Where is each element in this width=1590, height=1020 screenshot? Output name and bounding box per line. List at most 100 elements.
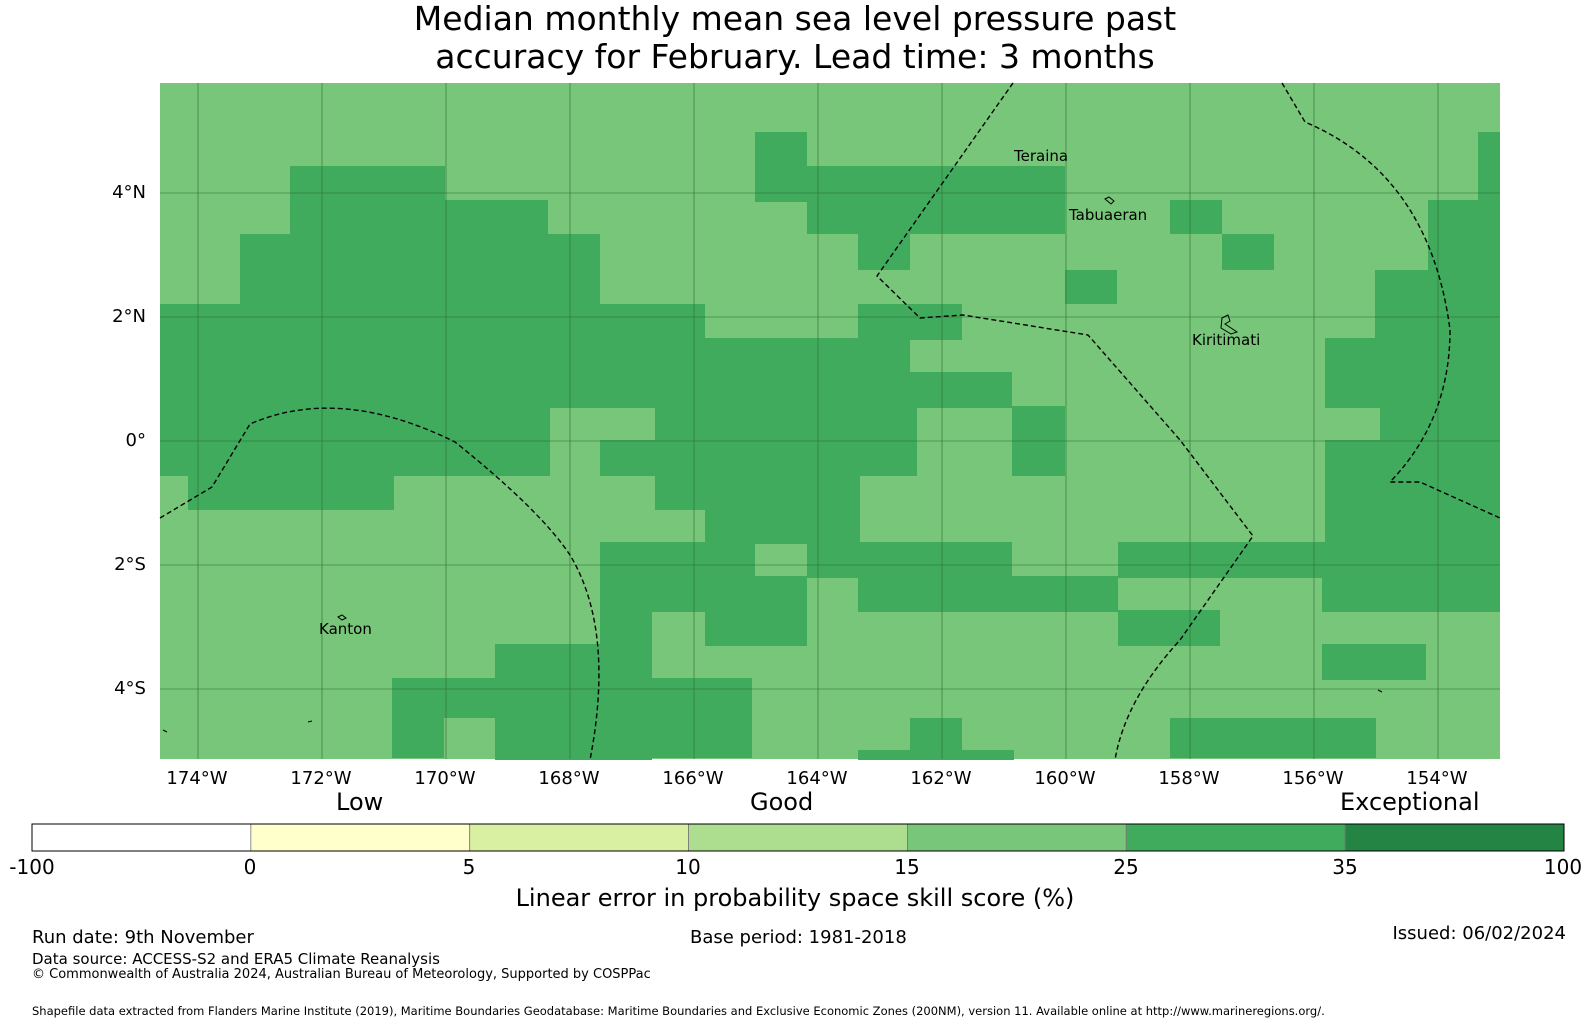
- title-line-2: accuracy for February. Lead time: 3 mont…: [435, 37, 1155, 76]
- base-period: Base period: 1981-2018: [690, 927, 907, 948]
- colorbar-tick: 25: [1113, 855, 1139, 879]
- lon-tick-164w: 164°W: [786, 768, 848, 789]
- colorbar-tick: 0: [243, 855, 257, 879]
- grid-cell-high: [290, 200, 548, 234]
- label-kiritimati: Kiritimati: [1192, 331, 1260, 349]
- grid-cell-high: [807, 200, 1065, 234]
- grid-cell-high: [1222, 234, 1274, 270]
- label-tabuaeran: Tabuaeran: [1068, 206, 1147, 224]
- grid-cell-high: [807, 542, 1012, 578]
- grid-cell-high: [1170, 718, 1376, 758]
- grid-cell-high: [858, 304, 962, 340]
- colorbar-segment: [1344, 823, 1565, 852]
- eez-line-islands-north: [876, 82, 1254, 761]
- grid-cell-high: [705, 508, 860, 544]
- grid-cell-high: [1118, 610, 1220, 646]
- colorbar-segment: [31, 823, 252, 852]
- place-labels: Teraina Tabuaeran Kiritimati Kanton: [319, 147, 1260, 638]
- colorbar-segment: [469, 823, 689, 852]
- lon-tick-162w: 162°W: [910, 768, 972, 789]
- grid-cell-high: [1325, 338, 1500, 408]
- colorbar-tick: -100: [9, 855, 55, 879]
- category-exceptional: Exceptional: [1340, 788, 1480, 816]
- island-kiritimati: [1220, 314, 1239, 335]
- island-small-3: [1377, 689, 1383, 693]
- grid-cell-high: [705, 576, 807, 646]
- run-date: Run date: 9th November: [32, 927, 254, 948]
- colorbar: [31, 823, 1565, 852]
- colorbar-segment: [688, 823, 908, 852]
- lon-tick-154w: 154°W: [1406, 768, 1468, 789]
- grid-cell-high: [910, 372, 1012, 408]
- lat-tick-2n: 2°N: [112, 306, 146, 327]
- grid-cell-high: [655, 474, 860, 510]
- grid-cell-high: [548, 718, 752, 758]
- islands: [162, 196, 1383, 733]
- grid-cell-high: [290, 166, 445, 202]
- colorbar-tick: 100: [1543, 855, 1583, 879]
- grid-cell-high: [160, 304, 705, 340]
- copyright: © Commonwealth of Australia 2024, Austra…: [32, 967, 651, 982]
- lon-tick-168w: 168°W: [538, 768, 600, 789]
- colorbar-frame: [31, 823, 1565, 852]
- label-teraina: Teraina: [1013, 147, 1068, 165]
- colorbar-segment: [907, 823, 1127, 852]
- grid-cell-high: [1170, 200, 1222, 234]
- colorbar-tick: 15: [894, 855, 920, 879]
- grid-cell-high: [1375, 270, 1500, 340]
- grid-cell-high: [600, 440, 912, 476]
- grid-cell-high: [392, 678, 752, 718]
- lon-tick-174w: 174°W: [166, 768, 228, 789]
- lon-tick-172w: 172°W: [290, 768, 352, 789]
- grid-cell-high: [1478, 132, 1500, 202]
- grid-cell-high: [858, 576, 1118, 612]
- grid-cell-high: [160, 338, 910, 408]
- island-small-2: [307, 720, 313, 723]
- lat-tick-2s: 2°S: [114, 554, 146, 575]
- label-kanton: Kanton: [319, 620, 372, 638]
- category-low: Low: [336, 788, 384, 816]
- grid-cell-high: [858, 234, 910, 270]
- lon-tick-158w: 158°W: [1158, 768, 1220, 789]
- lon-tick-156w: 156°W: [1282, 768, 1344, 789]
- lat-tick-4s: 4°S: [114, 678, 146, 699]
- colorbar-tick: 5: [462, 855, 476, 879]
- lat-tick-0: 0°: [125, 430, 146, 451]
- grid-cell-high: [188, 474, 394, 510]
- island-kanton: [337, 614, 347, 621]
- lon-tick-166w: 166°W: [662, 768, 724, 789]
- grid-cell-high: [755, 132, 807, 168]
- grid-cell-high: [1322, 644, 1426, 680]
- colorbar-label: Linear error in probability space skill …: [515, 884, 1075, 912]
- colorbar-tick: 35: [1332, 855, 1358, 879]
- eez-kanton: [159, 407, 600, 761]
- grid-cell-high: [392, 718, 444, 758]
- grid-cell-high: [1118, 542, 1500, 578]
- graticule: [160, 83, 1500, 759]
- chart-title: Median monthly mean sea level pressure p…: [0, 0, 1590, 76]
- grid-cell-high: [240, 234, 600, 304]
- grid-cell-high: [858, 750, 1014, 760]
- colorbar-segment: [1125, 823, 1346, 852]
- grid-cell-high: [1065, 270, 1117, 304]
- lon-tick-160w: 160°W: [1034, 768, 1096, 789]
- title-line-1: Median monthly mean sea level pressure p…: [413, 0, 1177, 38]
- eez-boundaries: [159, 82, 1501, 761]
- grid-cell-high: [755, 166, 1065, 202]
- colorbar-tick: 10: [675, 855, 701, 879]
- lat-tick-4n: 4°N: [112, 182, 146, 203]
- category-good: Good: [750, 788, 814, 816]
- colorbar-segment: [250, 823, 471, 852]
- grid-cell-high: [1325, 440, 1500, 542]
- grid-cell-high: [1428, 200, 1500, 270]
- shapefile-credit: Shapefile data extracted from Flanders M…: [32, 1004, 1325, 1018]
- island-small-1: [162, 729, 168, 733]
- issued-date: Issued: 06/02/2024: [1392, 923, 1566, 944]
- grid-cell-high: [1380, 408, 1500, 442]
- island-tabuaeran: [1104, 196, 1115, 205]
- grid-cell-high: [1322, 576, 1500, 612]
- lon-tick-170w: 170°W: [414, 768, 476, 789]
- data-source: Data source: ACCESS-S2 and ERA5 Climate …: [32, 950, 440, 968]
- skill-grid: [160, 83, 1500, 760]
